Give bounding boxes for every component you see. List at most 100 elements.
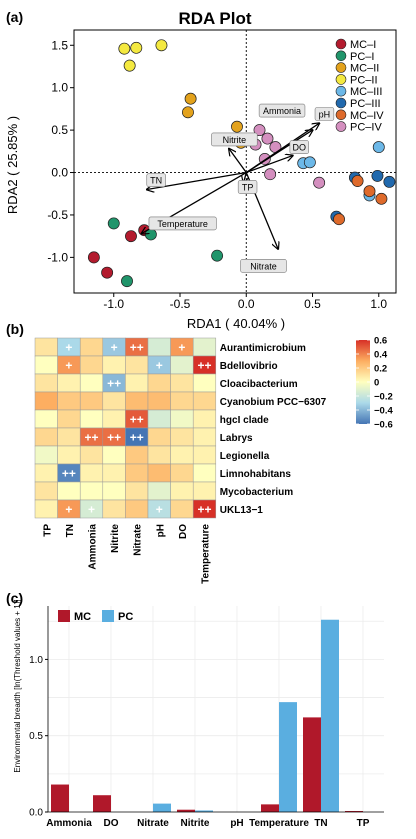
rda-vector-label: pH bbox=[319, 109, 331, 119]
rda-legend-label: MC–III bbox=[350, 86, 382, 98]
bar-category-label: pH bbox=[230, 818, 243, 829]
heatmap-cell bbox=[57, 409, 81, 429]
heatmap-cell bbox=[79, 373, 104, 393]
colorbar-tick-label: 0.6 bbox=[374, 336, 387, 347]
heatmap-column-label: pH bbox=[155, 524, 166, 537]
rda-legend-swatch bbox=[335, 38, 347, 50]
rda-sample-point bbox=[125, 230, 137, 243]
rda-sample-point bbox=[375, 192, 388, 205]
colorbar-tick-label: −0.6 bbox=[374, 420, 393, 431]
heatmap-row-label: Bdellovibrio bbox=[220, 361, 278, 372]
panel-label-b: (b) bbox=[6, 321, 24, 337]
heatmap-cell bbox=[79, 337, 104, 357]
heatmap-cell bbox=[192, 481, 217, 501]
rda-env-vector bbox=[229, 149, 247, 173]
bar-y-tick-label: 0.0 bbox=[29, 808, 43, 819]
rda-legend-swatch bbox=[335, 62, 347, 73]
rda-chart-title: RDA Plot bbox=[178, 9, 251, 28]
bar-legend-swatch bbox=[58, 610, 70, 622]
bar-pc bbox=[279, 702, 297, 812]
heatmap-column-label: TP bbox=[42, 524, 53, 537]
heatmap-cell bbox=[79, 409, 104, 429]
rda-sample-point bbox=[351, 175, 364, 187]
rda-vector-label: DO bbox=[293, 143, 307, 153]
heatmap-significance-mark: ++ bbox=[130, 431, 144, 445]
colorbar-tick-label: 0.4 bbox=[374, 350, 388, 361]
rda-y-tick-label: 0.5 bbox=[51, 123, 68, 137]
heatmap-cell bbox=[125, 355, 149, 375]
heatmap-column-label: DO bbox=[178, 524, 189, 539]
heatmap-cell bbox=[170, 373, 194, 393]
heatmap-cell bbox=[147, 427, 171, 447]
rda-vector-label-box bbox=[289, 140, 309, 154]
rda-legend-label: MC–IV bbox=[350, 110, 384, 122]
colorbar-tick-label: 0 bbox=[374, 378, 379, 389]
heatmap-column-label: Nitrite bbox=[110, 524, 121, 553]
rda-vector-label-box bbox=[258, 103, 306, 118]
heatmap-significance-mark: ++ bbox=[197, 503, 211, 517]
bar-category-label: TN bbox=[314, 818, 327, 829]
rda-vector-label-box bbox=[148, 216, 217, 231]
rda-sample-point bbox=[383, 175, 396, 188]
rda-sample-point bbox=[253, 124, 266, 137]
rda-legend-label: PC–IV bbox=[350, 122, 382, 134]
heatmap-cell bbox=[102, 499, 126, 519]
bar-category-label: Temperature bbox=[249, 818, 309, 829]
heatmap-cell bbox=[79, 463, 104, 483]
rda-sample-point bbox=[303, 156, 316, 169]
bar-pc bbox=[321, 619, 339, 812]
rda-vector-label: TN bbox=[150, 176, 162, 186]
rda-legend-swatch bbox=[335, 97, 347, 109]
heatmap-significance-mark: + bbox=[111, 341, 118, 355]
heatmap-column-label: TN bbox=[65, 524, 76, 537]
correlation-heatmap: + + ++ + Aurantimicrobium+ + ++ Bdellovibrio++ C… bbox=[34, 336, 393, 584]
heatmap-cell bbox=[57, 427, 81, 447]
heatmap-row-label: Cloacibacterium bbox=[220, 379, 298, 390]
rda-env-vector bbox=[246, 156, 292, 174]
heatmap-cell bbox=[79, 391, 104, 411]
heatmap-cell bbox=[170, 409, 194, 429]
heatmap-cell bbox=[34, 463, 58, 483]
bar-mc bbox=[177, 809, 195, 812]
rda-sample-point bbox=[184, 92, 197, 105]
heatmap-cell bbox=[170, 391, 194, 411]
rda-sample-point bbox=[101, 266, 114, 279]
rda-vector-label: Nitrate bbox=[250, 261, 277, 271]
heatmap-cell bbox=[192, 427, 217, 447]
heatmap-cell bbox=[102, 391, 126, 411]
heatmap-significance-mark: ++ bbox=[84, 431, 98, 445]
bar-pc bbox=[195, 810, 213, 812]
rda-sample-point bbox=[372, 141, 385, 154]
heatmap-significance-mark: + bbox=[156, 359, 163, 373]
rda-x-tick-label: -0.5 bbox=[170, 297, 191, 311]
rda-sample-point bbox=[333, 213, 345, 226]
heatmap-cell bbox=[34, 409, 58, 429]
rda-vector-label: Temperature bbox=[157, 219, 208, 229]
rda-sample-point bbox=[121, 275, 133, 288]
rda-legend-swatch bbox=[335, 109, 347, 121]
rda-x-axis-label: RDA1 ( 40.04% ) bbox=[187, 316, 285, 331]
heatmap-significance-mark: ++ bbox=[130, 341, 144, 355]
heatmap-cell bbox=[34, 499, 58, 519]
heatmap-significance-mark: + bbox=[65, 359, 72, 373]
rda-sample-point bbox=[313, 176, 326, 189]
rda-vector-label: Nitrite bbox=[223, 135, 247, 145]
heatmap-cell bbox=[79, 445, 104, 465]
rda-sample-point bbox=[182, 106, 194, 119]
bar-mc bbox=[303, 717, 321, 812]
heatmap-cell bbox=[125, 391, 149, 411]
heatmap-cell bbox=[192, 445, 217, 465]
heatmap-significance-mark: + bbox=[156, 503, 163, 517]
heatmap-cell bbox=[192, 391, 217, 411]
rda-legend-swatch bbox=[335, 50, 347, 62]
heatmap-cell bbox=[125, 481, 149, 501]
colorbar-tick-label: 0.2 bbox=[374, 364, 387, 375]
heatmap-cell bbox=[102, 445, 126, 465]
heatmap-cell bbox=[34, 427, 58, 447]
heatmap-cell bbox=[147, 391, 171, 411]
heatmap-significance-mark: ++ bbox=[107, 431, 121, 445]
bar-category-label: Nitrite bbox=[181, 818, 210, 829]
rda-y-tick-label: -1.0 bbox=[47, 250, 68, 264]
heatmap-cell bbox=[147, 445, 171, 465]
